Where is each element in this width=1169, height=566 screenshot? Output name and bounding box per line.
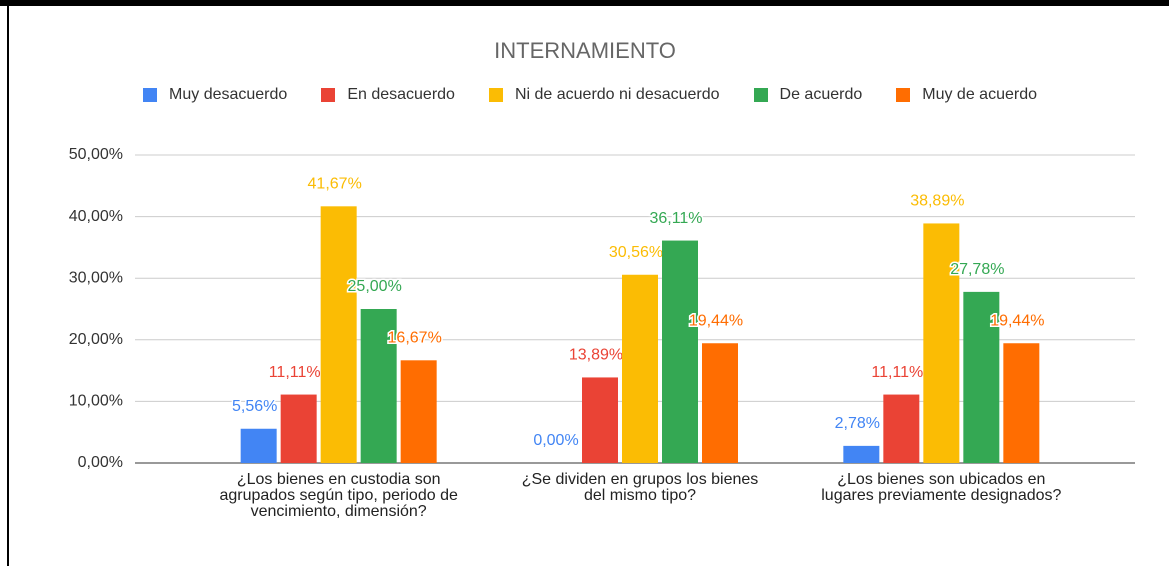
legend-item: Muy de acuerdo xyxy=(896,84,1037,106)
data-label: 41,67% xyxy=(308,176,362,193)
legend: Muy desacuerdo En desacuerdo Ni de acuerdo… xyxy=(70,84,1110,106)
x-tick-label: ¿Los bienes en custodia son agrupados se… xyxy=(219,471,458,520)
legend-swatch xyxy=(896,88,911,102)
bar xyxy=(843,445,880,463)
legend-item: En desacuerdo xyxy=(321,84,455,106)
legend-label: De acuerdo xyxy=(779,86,863,103)
bar xyxy=(280,394,317,463)
legend-swatch xyxy=(753,88,768,102)
bar xyxy=(622,274,658,463)
bar xyxy=(240,428,277,463)
x-tick-label: ¿Los bienes son ubicados en lugares prev… xyxy=(821,471,1062,504)
legend-item: Ni de acuerdo ni desacuerdo xyxy=(488,84,720,106)
data-label: 19,44% xyxy=(689,312,743,329)
y-tick-label: 40,00% xyxy=(69,208,123,225)
data-label: 27,78% xyxy=(950,261,1004,278)
frame-top xyxy=(0,0,1169,6)
legend-label: Muy de acuerdo xyxy=(922,86,1037,103)
data-label: 5,56% xyxy=(232,398,277,415)
bar xyxy=(400,360,437,463)
legend-item: Muy desacuerdo xyxy=(143,84,287,106)
data-label: 25,00% xyxy=(348,278,402,295)
data-label: 19,44% xyxy=(990,312,1044,329)
legend-swatch xyxy=(321,88,336,102)
y-tick-label: 0,00% xyxy=(78,454,123,471)
bar xyxy=(582,377,618,463)
bar xyxy=(1003,343,1040,463)
frame-left xyxy=(7,0,9,566)
data-label: 0,00% xyxy=(533,432,578,449)
data-label: 2,78% xyxy=(835,415,880,432)
chart-title: INTERNAMIENTO xyxy=(494,38,676,63)
legend-item: De acuerdo xyxy=(753,84,863,106)
y-tick-label: 30,00% xyxy=(69,269,123,286)
x-tick-label: ¿Se dividen en grupos los bienes del mis… xyxy=(521,471,759,504)
data-label: 11,11% xyxy=(269,364,321,381)
legend-swatch xyxy=(488,88,503,102)
bar xyxy=(963,291,1000,463)
data-label: 13,89% xyxy=(569,347,623,364)
y-tick-label: 20,00% xyxy=(69,331,123,348)
bar xyxy=(320,206,357,463)
legend-swatch xyxy=(143,88,158,102)
bar xyxy=(923,223,960,463)
bar xyxy=(883,394,920,463)
bar xyxy=(662,240,698,463)
data-label: 36,11% xyxy=(649,210,702,227)
y-tick-label: 50,00% xyxy=(69,146,123,163)
legend-label: En desacuerdo xyxy=(347,86,455,103)
bar xyxy=(702,343,738,463)
y-tick-label: 10,00% xyxy=(69,393,123,410)
data-label: 30,56% xyxy=(609,244,663,261)
data-label: 11,11% xyxy=(871,364,923,381)
data-label: 38,89% xyxy=(910,193,964,210)
legend-label: Muy desacuerdo xyxy=(169,86,288,103)
legend-label: Ni de acuerdo ni desacuerdo xyxy=(514,86,720,103)
data-label: 16,67% xyxy=(388,330,442,347)
bar xyxy=(360,309,397,463)
